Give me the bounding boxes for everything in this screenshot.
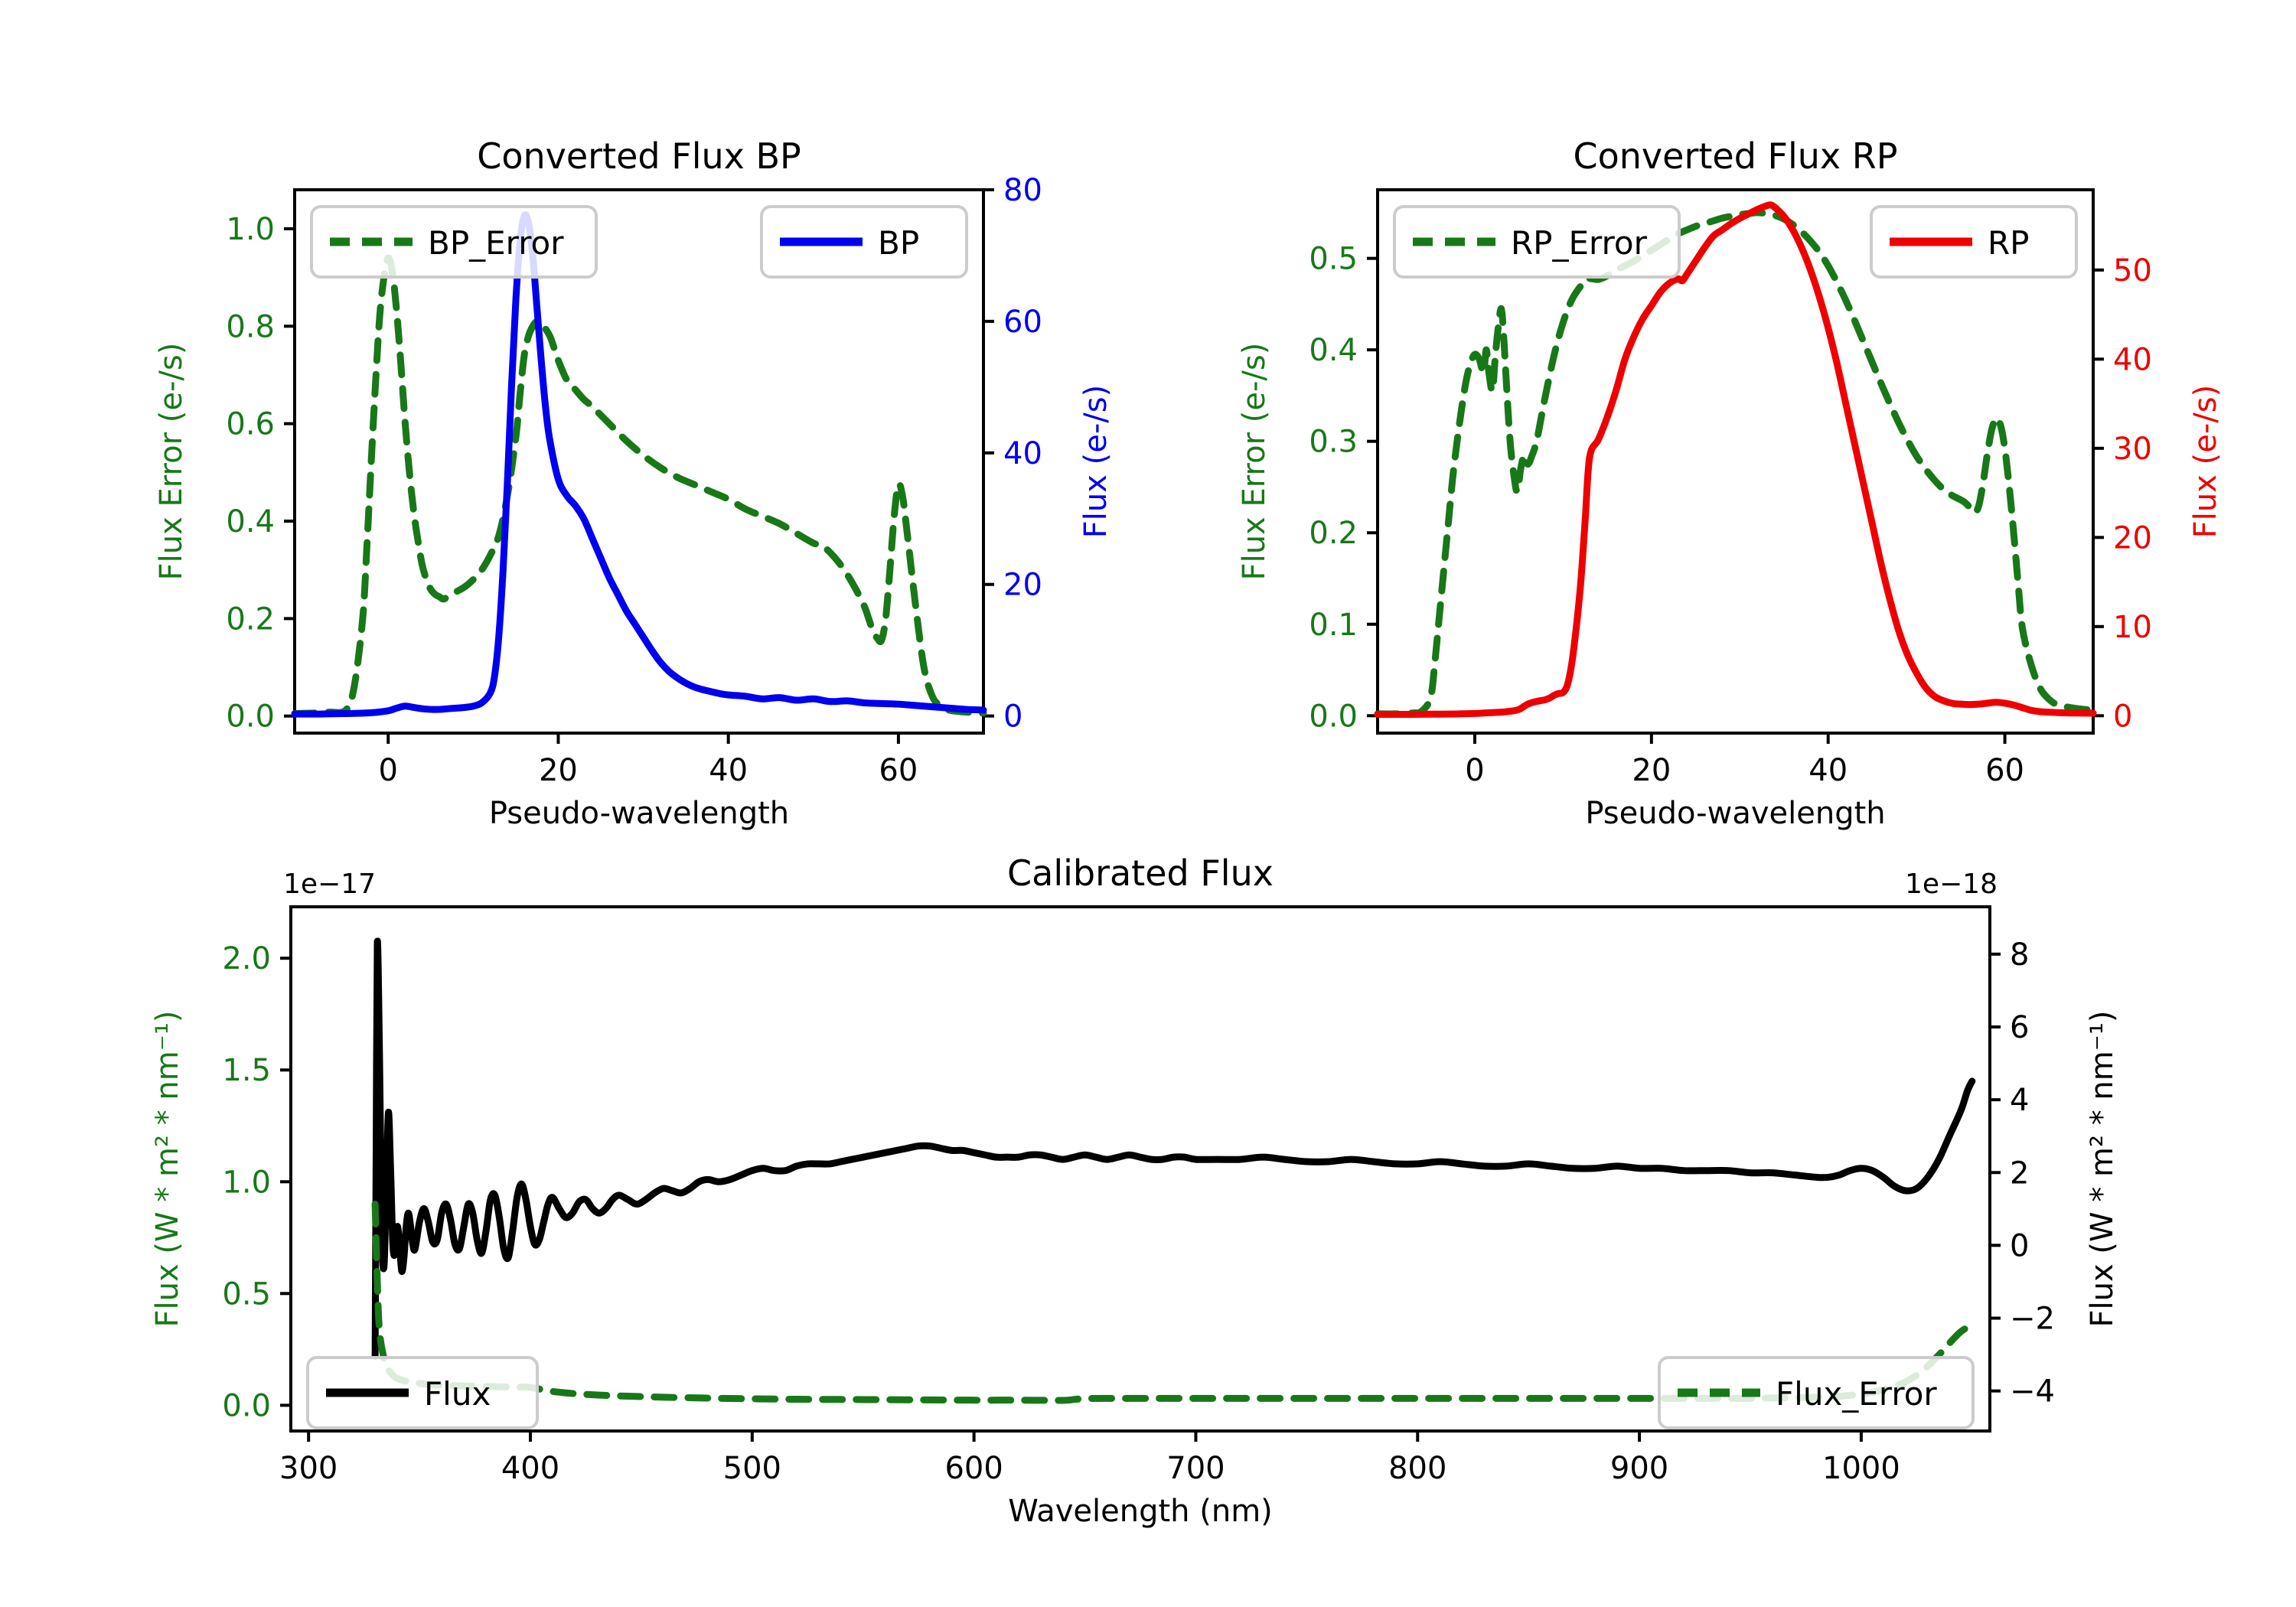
x-tick-label: 500 <box>723 1451 781 1486</box>
y-tick-label-left: 2.0 <box>222 941 271 976</box>
y-tick-label-right: −4 <box>2010 1374 2055 1410</box>
y-axis-label-left-converted-flux-rp: Flux Error (e-/s) <box>1237 343 1272 581</box>
y-tick-label-left: 1.5 <box>222 1053 271 1088</box>
legend-label-BP: BP <box>878 224 919 262</box>
y-tick-label-left: 0.0 <box>222 1388 271 1423</box>
x-tick-label: 20 <box>539 753 578 788</box>
x-axis-label-converted-flux-rp: Pseudo-wavelength <box>1585 796 1885 831</box>
legend-label-BP_Error: BP_Error <box>428 224 564 262</box>
x-tick-label: 800 <box>1388 1451 1446 1486</box>
axes-frame <box>1376 188 2095 735</box>
legend-label-RP_Error: RP_Error <box>1511 224 1648 262</box>
legend-box-BP_Error <box>310 205 598 279</box>
y-tick-label-left: 0.8 <box>226 309 275 344</box>
y-axis-label-left-calibrated-flux: Flux (W * m² * nm⁻¹) <box>150 1011 185 1328</box>
y-tick-label-left: 0.5 <box>222 1276 271 1312</box>
y-tick-label-left: 0.6 <box>226 407 275 442</box>
y-tick-label-right: 60 <box>1003 305 1042 340</box>
y-tick-label-right: 2 <box>2010 1156 2029 1191</box>
y-tick-label-right: 20 <box>1003 568 1042 603</box>
y-tick-label-right: 20 <box>2113 520 2152 556</box>
x-tick-label: 40 <box>1808 753 1848 788</box>
legend-label-Flux: Flux <box>424 1375 491 1413</box>
y-tick-label-left: 1.0 <box>222 1165 271 1200</box>
series-RP_Error <box>1374 209 2097 718</box>
x-tick-label: 60 <box>1985 753 2024 788</box>
y-tick-label-right: 30 <box>2113 432 2152 467</box>
legend-box-Flux <box>306 1356 539 1429</box>
x-tick-label: 0 <box>378 753 397 788</box>
chart-title-converted-flux-rp: Converted Flux RP <box>1574 135 1898 177</box>
panel-calibrated-flux: Calibrated Flux 300 400 500 600 700 800 900 1000… <box>150 852 2120 1529</box>
y-tick-label-right: 10 <box>2113 610 2152 645</box>
legend-box-BP <box>760 205 968 279</box>
y-axis-label-right-converted-flux-rp: Flux (e-/s) <box>2188 385 2223 538</box>
x-tick-label: 400 <box>501 1451 559 1486</box>
x-tick-label: 60 <box>879 753 918 788</box>
y-tick-label-right: −2 <box>2010 1302 2055 1337</box>
legend-box-RP_Error <box>1393 205 1681 279</box>
x-tick-label: 0 <box>1465 753 1484 788</box>
series-BP_Error <box>291 254 987 718</box>
y-tick-label-right: 6 <box>2010 1010 2029 1045</box>
legend-box-RP <box>1870 205 2078 279</box>
y-tick-label-left: 0.3 <box>1309 425 1358 460</box>
y-tick-label-left: 0.2 <box>226 601 275 637</box>
y-tick-label-right: 50 <box>2113 253 2152 288</box>
y-tick-label-left: 0.0 <box>226 699 275 735</box>
y-tick-label-right: 4 <box>2010 1083 2029 1118</box>
series-BP <box>291 211 987 718</box>
y-tick-label-right: 0 <box>2010 1228 2029 1263</box>
x-tick-label: 1000 <box>1822 1451 1900 1486</box>
y-tick-label-left: 0.2 <box>1309 516 1358 551</box>
y-tick-label-right: 0 <box>1003 699 1022 735</box>
x-tick-label: 900 <box>1610 1451 1668 1486</box>
y-tick-label-left: 0.1 <box>1309 608 1358 643</box>
axes-frame <box>293 188 985 735</box>
y-tick-label-right: 0 <box>2113 699 2132 734</box>
y-tick-label-right: 80 <box>1003 173 1042 208</box>
legend-box-Flux_Error <box>1658 1356 1975 1429</box>
x-tick-label: 700 <box>1166 1451 1225 1486</box>
x-tick-label: 600 <box>944 1451 1003 1486</box>
chart-title-converted-flux-bp: Converted Flux BP <box>477 135 801 177</box>
series-RP <box>1374 201 2097 719</box>
y-tick-label-left: 0.4 <box>1309 333 1358 368</box>
y-tick-label-left: 1.0 <box>226 212 275 247</box>
panel-converted-flux-bp: Converted Flux BP 0 20 40 60 Pseudo-wavelengt… <box>154 135 1114 831</box>
y-axis-label-right-calibrated-flux: Flux (W * m² * nm⁻¹) <box>2085 1011 2120 1328</box>
y-axis-label-right-converted-flux-bp: Flux (e-/s) <box>1078 385 1114 538</box>
panel-converted-flux-rp: Converted Flux RP 0 20 40 60 Pseudo-wavelengt… <box>1237 135 2223 831</box>
y-tick-label-right: 8 <box>2010 937 2029 973</box>
x-tick-label: 20 <box>1632 753 1671 788</box>
chart-title-calibrated-flux: Calibrated Flux <box>1007 852 1274 894</box>
y-axis-label-left-converted-flux-bp: Flux Error (e-/s) <box>154 343 189 581</box>
x-axis-label-calibrated-flux: Wavelength (nm) <box>1008 1494 1273 1529</box>
y-offset-text-left: 1e−17 <box>283 869 376 900</box>
y-tick-label-left: 0.0 <box>1309 699 1358 734</box>
series-Flux <box>371 937 1976 1360</box>
y-tick-label-right: 40 <box>2113 342 2152 377</box>
y-tick-label-right: 40 <box>1003 436 1042 471</box>
legend-label-RP: RP <box>1988 224 2030 262</box>
x-tick-label: 300 <box>279 1451 338 1486</box>
x-tick-label: 40 <box>709 753 748 788</box>
y-tick-label-left: 0.4 <box>226 504 275 539</box>
legend-label-Flux_Error: Flux_Error <box>1776 1375 1937 1413</box>
y-tick-label-left: 0.5 <box>1309 242 1358 277</box>
x-axis-label-converted-flux-bp: Pseudo-wavelength <box>489 796 789 831</box>
y-offset-text-right: 1e−18 <box>1905 869 1998 900</box>
axes-frame <box>289 905 1991 1433</box>
